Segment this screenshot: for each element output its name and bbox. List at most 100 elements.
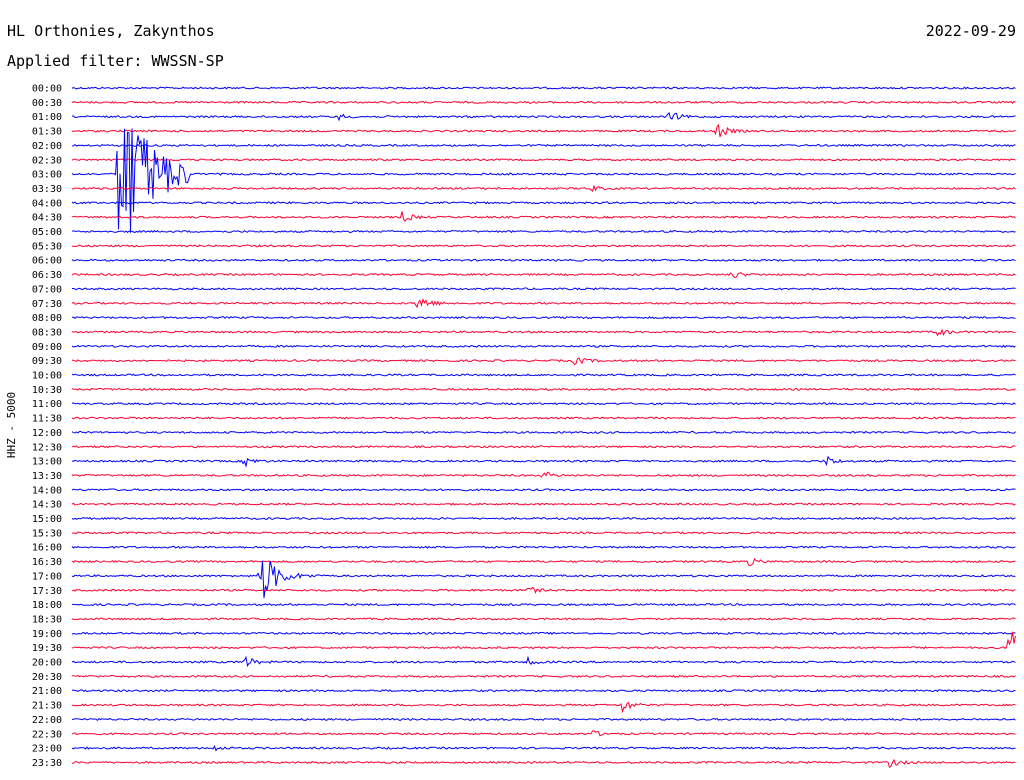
row-time-label: 19:00 (32, 629, 62, 640)
trace-line (71, 617, 1016, 621)
trace-line (71, 143, 1016, 148)
row-time-label: 06:00 (32, 256, 62, 267)
row-time-label: 10:00 (32, 371, 62, 382)
row-time-label: 00:00 (32, 84, 62, 95)
trace-line (71, 655, 1016, 668)
trace-line (71, 272, 1016, 279)
row-time-label: 07:30 (32, 299, 62, 310)
row-time-label: 13:00 (32, 457, 62, 468)
row-time-label: 23:00 (32, 744, 62, 755)
trace-line (71, 744, 1016, 752)
trace-line (71, 717, 1016, 721)
trace-line (71, 531, 1016, 535)
row-time-label: 02:30 (32, 155, 62, 166)
trace-line (71, 516, 1016, 521)
trace-line (71, 445, 1016, 449)
row-time-label: 11:00 (32, 399, 62, 410)
row-time-label: 11:30 (32, 414, 62, 425)
row-time-label: 08:30 (32, 327, 62, 338)
trace-line (72, 701, 1016, 714)
row-time-label: 15:00 (32, 514, 62, 525)
row-time-label: 12:30 (32, 442, 62, 453)
row-time-label: 06:30 (32, 270, 62, 281)
trace-line (71, 758, 1016, 768)
row-time-label: 04:00 (32, 198, 62, 209)
trace-line (71, 229, 1016, 234)
row-time-label: 17:30 (32, 586, 62, 597)
row-time-label: 05:00 (32, 227, 62, 238)
filter-subtitle: Applied filter: WWSSN-SP (7, 52, 224, 70)
row-time-label: 20:30 (32, 672, 62, 683)
trace-line (71, 111, 1016, 122)
trace-line (71, 100, 1016, 104)
trace-line (71, 557, 1016, 567)
trace-line (71, 560, 1016, 599)
row-time-label: 03:00 (32, 170, 62, 181)
trace-line (71, 730, 1016, 737)
row-time-label: 21:30 (32, 701, 62, 712)
trace-line (71, 689, 1016, 693)
row-time-label: 22:30 (32, 729, 62, 740)
trace-line (71, 201, 1016, 205)
row-time-label: 19:30 (32, 643, 62, 654)
row-time-label: 13:30 (32, 471, 62, 482)
row-time-label: 17:00 (32, 571, 62, 582)
trace-line (71, 402, 1016, 406)
row-time-label: 05:30 (32, 241, 62, 252)
row-time-label: 04:30 (32, 213, 62, 224)
trace-line (71, 545, 1016, 549)
row-time-label: 00:30 (32, 98, 62, 109)
trace-line (71, 488, 1016, 492)
station-title: HL Orthonies, Zakynthos (7, 22, 215, 40)
row-time-label: 09:30 (32, 356, 62, 367)
trace-line (71, 586, 1016, 594)
row-time-label: 20:00 (32, 658, 62, 669)
trace-line (71, 258, 1016, 262)
row-time-label: 16:30 (32, 557, 62, 568)
row-time-label: 21:00 (32, 686, 62, 697)
row-time-label: 14:00 (32, 485, 62, 496)
trace-line (71, 128, 1016, 233)
row-time-label: 02:00 (32, 141, 62, 152)
trace-line (71, 86, 1016, 90)
trace-line (71, 328, 1016, 337)
row-time-label: 16:00 (32, 543, 62, 554)
trace-rows: 00:00 00:30 01:00 01:30 02:00 02:30 03:00 03:30… (32, 84, 1016, 769)
trace-line (71, 315, 1016, 320)
row-time-label: 18:00 (32, 600, 62, 611)
trace-line (71, 455, 1016, 468)
trace-line (71, 244, 1016, 248)
trace-line (71, 373, 1016, 377)
date-label: 2022-09-29 (926, 22, 1016, 40)
row-time-label: 14:30 (32, 500, 62, 511)
row-time-label: 18:30 (32, 614, 62, 625)
row-time-label: 15:30 (32, 528, 62, 539)
row-time-label: 08:00 (32, 313, 62, 324)
row-time-label: 10:30 (32, 385, 62, 396)
row-time-label: 09:00 (32, 342, 62, 353)
y-axis-label: HHZ - 5000 (5, 392, 18, 458)
trace-line (72, 602, 1016, 607)
trace-line (71, 471, 1016, 478)
trace-line (71, 502, 1016, 506)
trace-line (71, 298, 1016, 309)
row-time-label: 23:30 (32, 758, 62, 769)
trace-line (71, 631, 1016, 650)
trace-line (71, 416, 1016, 420)
trace-line (71, 357, 1016, 366)
trace-line (71, 387, 1016, 391)
trace-line (71, 184, 1016, 193)
trace-line (71, 158, 1016, 162)
row-time-label: 07:00 (32, 284, 62, 295)
row-time-label: 01:00 (32, 112, 62, 123)
row-time-label: 03:30 (32, 184, 62, 195)
row-time-label: 01:30 (32, 127, 62, 138)
trace-line (72, 287, 1016, 291)
trace-line (71, 344, 1016, 348)
trace-line (71, 674, 1016, 678)
trace-line (71, 211, 1016, 223)
row-time-label: 22:00 (32, 715, 62, 726)
trace-line (71, 430, 1016, 434)
trace-line (71, 631, 1016, 635)
